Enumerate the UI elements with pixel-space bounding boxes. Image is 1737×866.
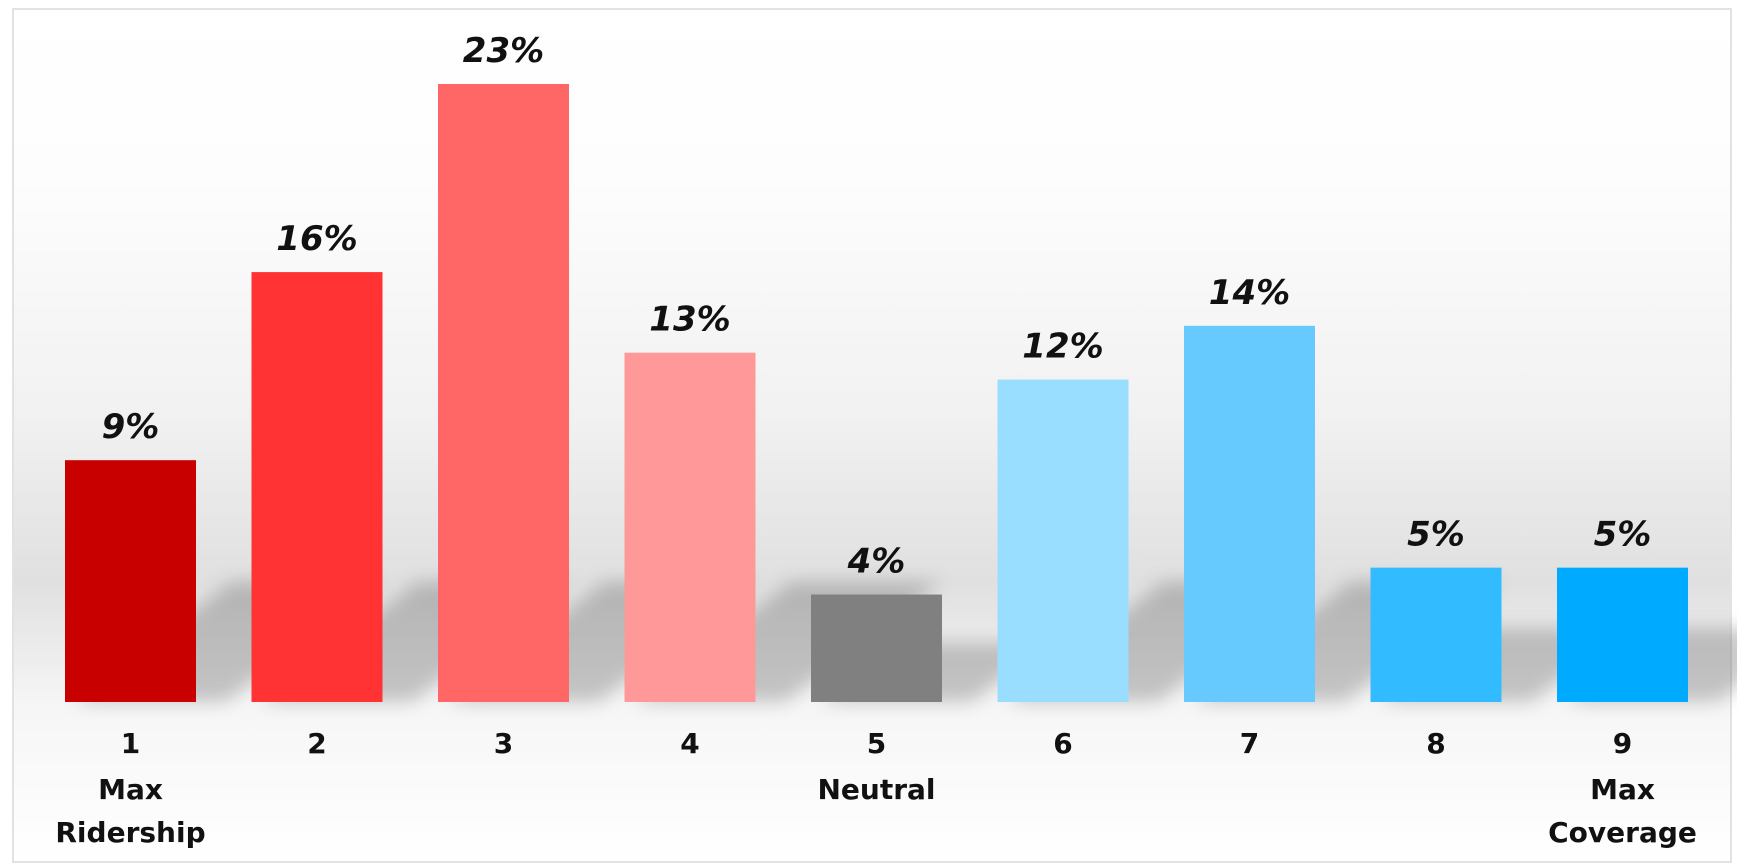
bar-6 xyxy=(997,379,1129,702)
tick-sublabel: Ridership xyxy=(55,816,205,849)
tick-label: 5 xyxy=(867,727,886,760)
tick-label: 2 xyxy=(307,727,326,760)
bar-4 xyxy=(624,352,756,702)
data-label: 12% xyxy=(1022,327,1103,367)
tick-sublabel: Max xyxy=(1590,773,1655,806)
tick-sublabel: Coverage xyxy=(1548,816,1697,849)
tick-label: 7 xyxy=(1240,727,1259,760)
data-label: 5% xyxy=(1407,515,1465,555)
tick-label: 8 xyxy=(1426,727,1445,760)
bar-3 xyxy=(438,84,569,702)
bar-7 xyxy=(1184,325,1315,702)
tick-label: 3 xyxy=(494,727,513,760)
bar-9 xyxy=(1557,567,1688,702)
data-label: 4% xyxy=(847,542,906,582)
tick-sublabel: Max xyxy=(98,773,163,806)
tick-label: 6 xyxy=(1053,727,1072,760)
bar-8 xyxy=(1370,567,1502,702)
bar-5 xyxy=(811,594,942,702)
data-label: 5% xyxy=(1594,515,1652,555)
data-label: 16% xyxy=(276,219,357,259)
tick-sublabel: Neutral xyxy=(817,773,935,806)
data-label: 9% xyxy=(102,407,160,447)
data-label: 14% xyxy=(1209,273,1290,313)
data-label: 23% xyxy=(463,31,544,71)
tick-label: 4 xyxy=(680,727,699,760)
tick-label: 1 xyxy=(121,727,140,760)
bar-1 xyxy=(65,460,196,702)
tick-label: 9 xyxy=(1613,727,1632,760)
data-label: 13% xyxy=(649,300,730,340)
bar-2 xyxy=(251,272,383,702)
